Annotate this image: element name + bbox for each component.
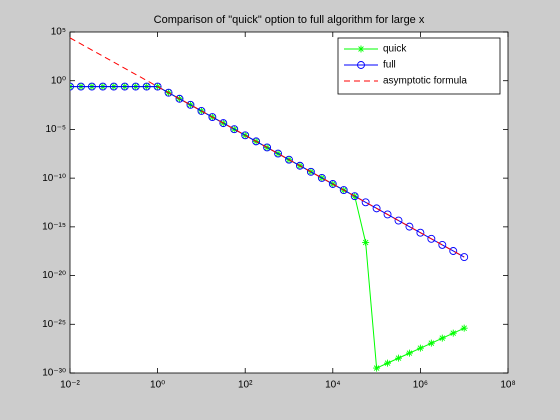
marker: [87, 82, 96, 91]
marker: [449, 247, 458, 255]
marker: [405, 222, 414, 231]
marker: [384, 359, 392, 367]
marker: [285, 155, 293, 164]
marker: [460, 253, 469, 262]
marker: [164, 88, 173, 97]
marker: [317, 173, 326, 182]
y-tick-label: 10⁵: [51, 27, 66, 38]
marker: [230, 125, 239, 134]
x-tick-label: 10⁸: [500, 380, 515, 391]
legend-box: [337, 37, 501, 95]
x-tick-label: 10⁰: [150, 380, 165, 391]
marker: [427, 339, 435, 347]
marker: [405, 349, 413, 357]
chart-title: Comparison of "quick" option to full alg…: [154, 14, 425, 26]
marker: [252, 137, 261, 146]
marker: [394, 354, 402, 362]
marker: [241, 131, 250, 140]
marker: [98, 82, 107, 91]
marker: [361, 198, 370, 207]
marker: [76, 82, 85, 91]
marker: [357, 61, 365, 69]
marker: [328, 180, 337, 188]
legend-label: asymptotic formula: [383, 76, 467, 87]
marker: [109, 82, 118, 91]
marker: [416, 228, 425, 237]
legend-label: quick: [383, 44, 407, 55]
marker: [208, 113, 217, 121]
legend-label: full: [383, 60, 396, 71]
marker: [350, 192, 359, 201]
y-tick-label: 10⁻²⁰: [42, 270, 66, 281]
y-tick-label: 10⁻⁵: [45, 124, 66, 135]
marker: [186, 100, 195, 109]
marker: [142, 82, 151, 91]
marker: [295, 161, 304, 170]
marker: [219, 119, 228, 128]
marker: [460, 324, 468, 332]
y-tick-label: 10⁰: [51, 75, 66, 86]
marker: [274, 149, 282, 158]
marker: [153, 82, 162, 91]
x-tick-label: 10⁴: [325, 380, 340, 391]
marker: [306, 167, 315, 176]
marker: [197, 106, 206, 115]
marker: [131, 82, 140, 91]
marker: [438, 240, 447, 249]
x-tick-label: 10⁻²: [60, 380, 80, 391]
marker: [339, 186, 348, 195]
marker: [383, 210, 392, 219]
y-tick-label: 10⁻¹⁰: [42, 173, 66, 184]
marker: [373, 364, 381, 372]
series-layer: [70, 37, 469, 372]
series-line: [70, 37, 465, 258]
marker: [357, 45, 365, 53]
marker: [175, 94, 184, 103]
x-tick-label: 10²: [238, 380, 253, 391]
y-tick-label: 10⁻¹⁵: [42, 221, 66, 232]
marker: [449, 329, 457, 337]
marker: [120, 82, 129, 91]
marker: [438, 334, 446, 342]
marker: [416, 344, 424, 352]
marker: [427, 234, 436, 243]
y-tick-label: 10⁻²⁵: [42, 319, 66, 330]
x-tick-label: 10⁶: [413, 380, 428, 391]
marker: [372, 204, 381, 213]
marker: [70, 82, 74, 91]
marker: [362, 238, 370, 246]
marker: [394, 216, 403, 225]
y-tick-label: 10⁻³⁰: [42, 368, 66, 379]
marker: [263, 143, 272, 152]
